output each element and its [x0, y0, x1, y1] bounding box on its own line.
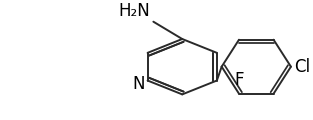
Text: F: F: [234, 71, 244, 89]
Text: H₂N: H₂N: [119, 2, 151, 20]
Text: Cl: Cl: [294, 58, 310, 76]
Text: N: N: [132, 75, 145, 93]
